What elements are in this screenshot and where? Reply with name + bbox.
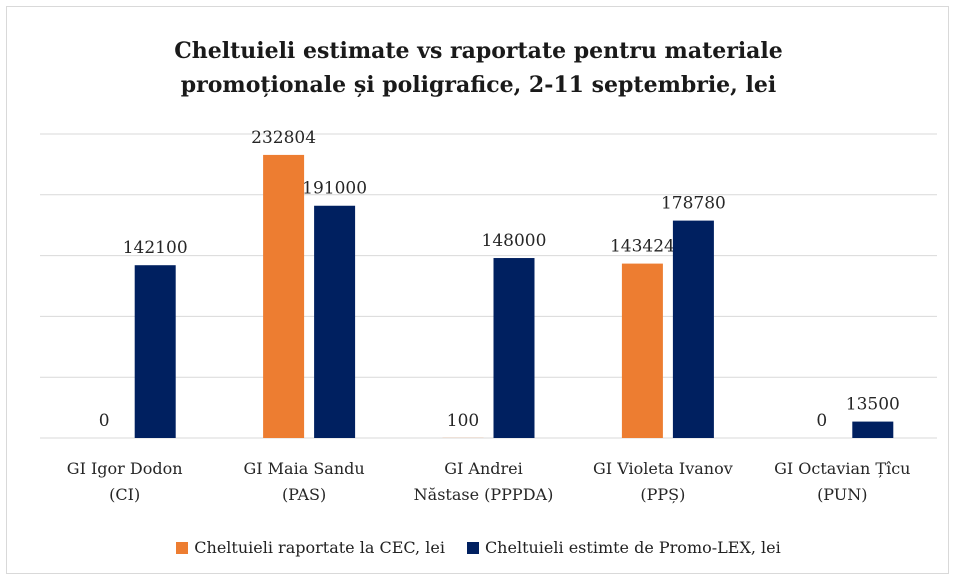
legend-item: Cheltuieli raportate la CEC, lei [176,538,445,557]
bar [263,154,305,438]
data-label: 191000 [302,179,367,199]
bar [852,421,894,438]
data-label: 178780 [661,194,726,214]
legend-label: Cheltuieli estimte de Promo-LEX, lei [484,538,781,557]
bar [314,205,356,438]
data-label: 148000 [482,231,547,251]
x-tick-label: GI Maia Sandu (PAS) [243,459,365,504]
bar [672,220,714,438]
legend-item: Cheltuieli estimte de Promo-LEX, lei [466,538,781,557]
bar [493,258,535,438]
data-label: 0 [99,411,110,431]
chart-frame [6,6,949,574]
bar [134,265,176,438]
x-tick-label: GI Andrei Năstase (PPPDA) [413,459,554,504]
chart-title: Cheltuieli estimate vs raportate pentru … [174,38,783,98]
data-label: 232804 [251,128,316,148]
data-label: 0 [816,411,827,431]
data-label: 143424 [610,237,675,257]
x-tick-label: GI Igor Dodon (CI) [66,459,183,504]
x-tick-label: GI Violeta Ivanov (PPȘ) [593,459,733,504]
data-label: 13500 [846,395,900,415]
legend: Cheltuieli raportate la CEC, lei Cheltuie… [0,538,957,557]
bar [621,263,663,438]
legend-swatch [466,541,479,554]
data-label: 142100 [123,238,188,258]
data-label: 100 [447,411,479,431]
legend-swatch [176,541,189,554]
x-tick-label: GI Octavian Țîcu (PUN) [774,459,911,504]
legend-label: Cheltuieli raportate la CEC, lei [194,538,445,557]
